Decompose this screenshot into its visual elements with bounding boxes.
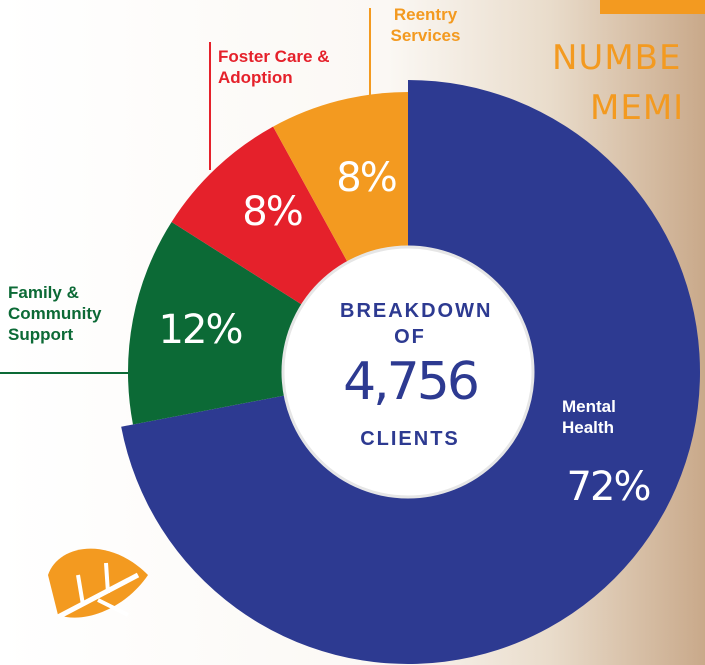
value-label: 8% (242, 189, 303, 235)
donut-segment (171, 126, 348, 306)
category-label: Reentry Services (390, 5, 461, 45)
leaf-icon (48, 548, 148, 620)
donut-segment (121, 80, 700, 664)
category-label: Family & Community Support (8, 283, 102, 344)
center-circle (281, 245, 535, 499)
category-label: Foster Care & Adoption (218, 47, 330, 87)
value-label: 8% (336, 155, 397, 201)
header-text: NUMBE (552, 38, 682, 78)
center-subtitle: CLIENTS (360, 428, 460, 450)
decoration (600, 0, 705, 14)
value-label: 72% (566, 464, 652, 510)
value-label: 12% (158, 307, 244, 353)
center-value: 4,756 (343, 352, 480, 412)
header-text: MEMI (590, 88, 685, 128)
donut-segment (128, 221, 303, 425)
donut-segment (273, 92, 408, 263)
center-title: BREAKDOWN OF (340, 300, 493, 348)
category-label: Mental Health (562, 397, 616, 437)
